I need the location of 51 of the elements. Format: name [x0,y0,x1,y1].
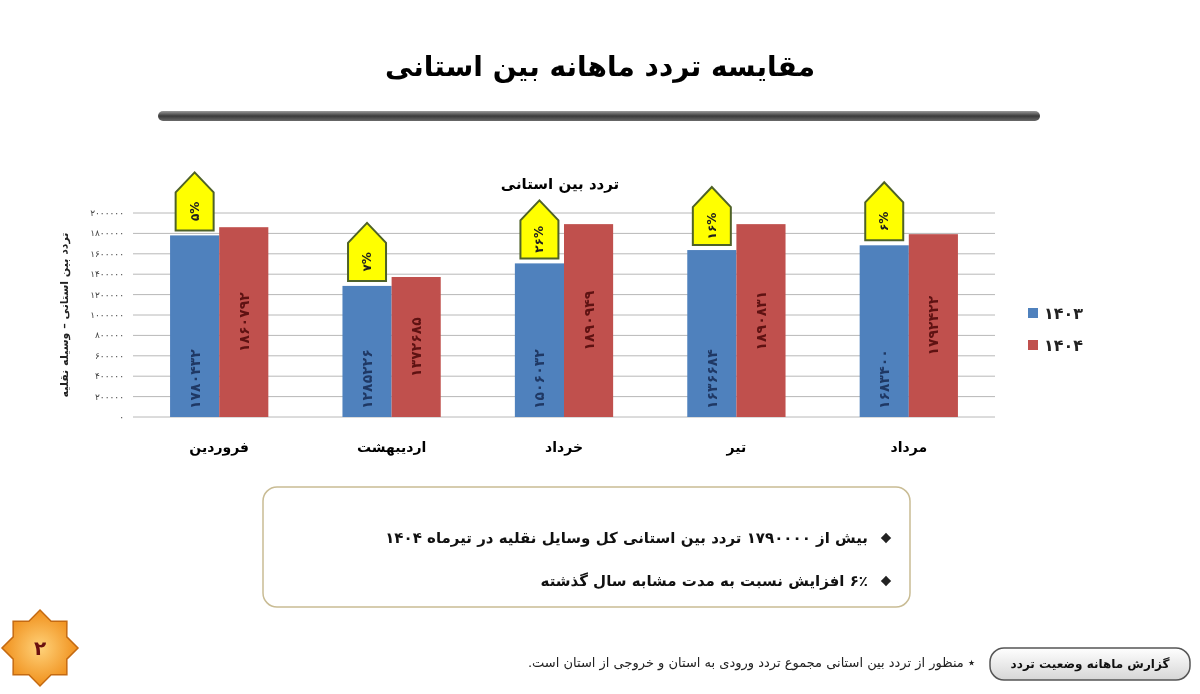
y-axis-title: تردد بین استانی – وسیله نقلیه [57,232,71,398]
bar [908,234,958,417]
data-label: ۱۸۶۰۷۹۲ [235,291,252,353]
text: بیش از ۱۷۹۰۰۰۰ تردد بین استانی کل وسایل نقلیه در تیرماه ۱۴۰۴ [385,529,868,547]
bar [514,263,564,417]
bar [170,235,220,417]
bar [736,224,786,417]
bar [342,285,392,417]
annotation: ۲۶% [532,226,547,253]
x-tick-label: تیر [725,439,747,456]
chart-title: مقایسه تردد ماهانه بین استانی [385,49,815,83]
y-tick-label: ۲۰۰۰۰۰ [94,391,124,402]
legend-label: ۱۴۰۳ [1044,303,1084,323]
x-tick-label: اردیبهشت [356,439,427,456]
y-tick-label: ۱۰۰۰۰۰۰ [90,310,124,320]
annotation: ۱۶% [704,212,719,240]
annotation: ۷% [360,252,375,272]
y-tick-label: ۲۰۰۰۰۰۰ [90,208,124,218]
y-tick-label: ۱۲۰۰۰۰۰ [90,289,124,300]
y-tick-label: ۰ [119,412,124,422]
y-tick-label: ۱۸۰۰۰۰۰ [90,228,124,239]
data-label: ۱۷۸۰۴۳۲ [186,348,203,409]
y-tick-label: ۶۰۰۰۰۰ [94,350,124,361]
annotation: ۶% [877,211,892,231]
y-tick-label: ۸۰۰۰۰۰ [94,330,124,341]
data-label: ۱۸۹۰۸۳۱ [752,290,769,351]
bar [859,245,909,417]
bar [391,276,441,417]
text: گزارش ماهانه وضعیت تردد [1010,657,1170,672]
legend-label: ۱۴۰۴ [1044,335,1084,355]
x-tick-label: فروردین [189,439,250,456]
data-label: ۱۶۳۶۶۸۴ [703,348,720,409]
y-tick-label: ۱۶۰۰۰۰۰ [90,248,124,259]
bar [219,227,269,417]
text: ۲ [33,636,47,660]
bar [564,224,614,417]
text: ٭ منظور از تردد بین استانی مجموع تردد ورودی به استان و خروجی از استان است. [527,654,975,671]
data-label: ۱۵۰۶۰۳۲ [531,348,548,409]
y-tick-label: ۴۰۰۰۰۰ [94,371,124,382]
chart-subtitle: تردد بین استانی [500,175,620,193]
data-label: ۱۳۷۲۶۸۵ [408,316,425,377]
x-tick-label: مرداد [890,439,928,456]
data-label: ۱۷۹۲۴۲۲ [925,295,942,356]
bar [687,250,737,417]
data-label: ۱۲۸۵۲۲۶ [359,349,376,409]
data-label: ۱۶۸۳۴۰۰ [876,349,893,409]
text: ۶٪ افزایش نسبت به مدت مشابه سال گذشته [540,572,868,590]
x-tick-label: خرداد [545,439,583,456]
y-tick-label: ۱۴۰۰۰۰۰ [90,269,124,280]
data-label: ۱۸۹۰۹۴۹ [580,290,597,351]
annotation: ۵% [187,201,202,222]
